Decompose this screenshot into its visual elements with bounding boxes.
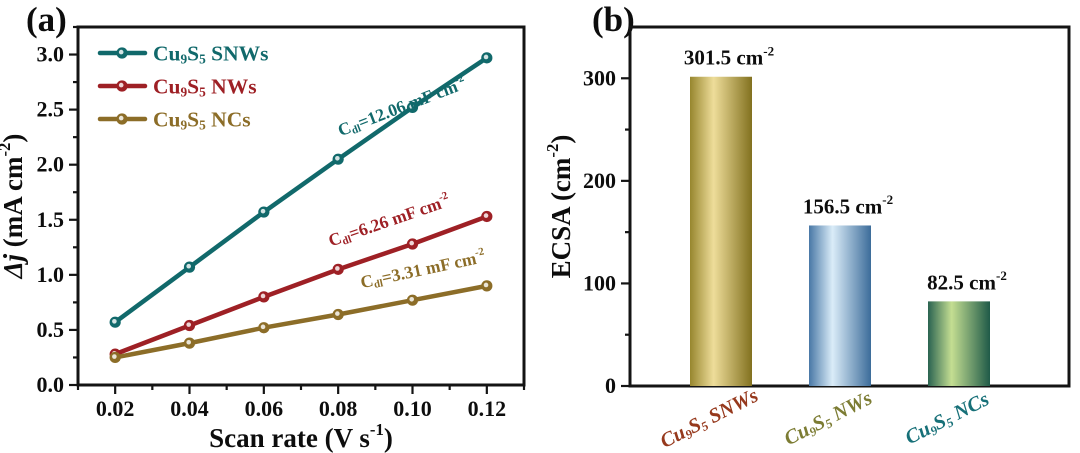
panel-a-label: (a) (26, 0, 67, 39)
y-tick-label-a: 2.0 (37, 152, 65, 177)
bar-category-label-2: Cu9S5 NCs (902, 388, 993, 450)
x-tick-label-a: 0.06 (245, 396, 284, 421)
cdl-annotation-2: Cdl=3.31 mF cm-2 (358, 245, 487, 293)
y-tick-label-b: 300 (583, 65, 616, 90)
ecsa-bar-1 (809, 225, 871, 386)
cdl-scan-rate-line-chart: 0.02 0.04 0.06 0.08 0.10 0.12 0.0 0.5 1.0 1.5 2.0 2… (0, 25, 526, 453)
y-tick-label-a: 1.5 (37, 207, 65, 232)
bar-value-label-0: 301.5 cm-2 (684, 44, 774, 70)
x-tick-label-a: 0.04 (170, 396, 209, 421)
bar-category-label-1: Cu9S5 NWs (781, 387, 876, 451)
panel-b-label: (b) (592, 0, 635, 39)
x-tick-label-a: 0.12 (468, 396, 507, 421)
ecsa-bar-0 (690, 76, 752, 387)
y-tick-label-a: 0.5 (37, 317, 65, 342)
x-tick-label-a: 0.10 (393, 396, 432, 421)
x-axis-title-a: Scan rate (V s-1) (209, 420, 393, 453)
series-line-1 (112, 214, 490, 357)
x-tick-label-a: 0.02 (96, 396, 135, 421)
y-tick-label-b: 100 (583, 270, 616, 295)
y-tick-label-b: 200 (583, 168, 616, 193)
y-axis-title-b: ECSA (cm-2) (543, 135, 576, 279)
legend-label-1: Cu9S5 NWs (153, 75, 257, 100)
y-tick-label-a: 0.0 (37, 372, 65, 397)
x-tick-label-a: 0.08 (319, 396, 358, 421)
y-tick-label-a: 1.0 (37, 262, 65, 287)
legend-label-0: Cu9S5 SNWs (153, 42, 269, 67)
bar-category-label-0: Cu9S5 SNWs (657, 385, 763, 453)
y-tick-label-a: 2.5 (37, 97, 65, 122)
cdl-annotation-1: Cdl=6.26 mF cm-2 (326, 190, 453, 252)
cdl-annotation-0: Cdl=12.06 mF cm-2 (335, 72, 470, 141)
series-line-2 (112, 283, 490, 360)
bar-value-label-1: 156.5 cm-2 (803, 192, 893, 218)
y-axis-title-a: Δj (mA cm-2) (0, 134, 28, 280)
ecsa-bar-2 (928, 301, 990, 386)
bar-value-label-2: 82.5 cm-2 (927, 268, 1007, 294)
ecsa-bar-chart: 0 100 200 300 ECSA (cm-2) 301.5 cm-2 Cu9S5 SNW… (543, 25, 1071, 453)
legend-label-2: Cu9S5 NCs (153, 108, 251, 133)
y-tick-label-b: 0 (605, 373, 616, 398)
series-line-0 (112, 55, 490, 325)
y-tick-label-a: 3.0 (37, 42, 65, 67)
